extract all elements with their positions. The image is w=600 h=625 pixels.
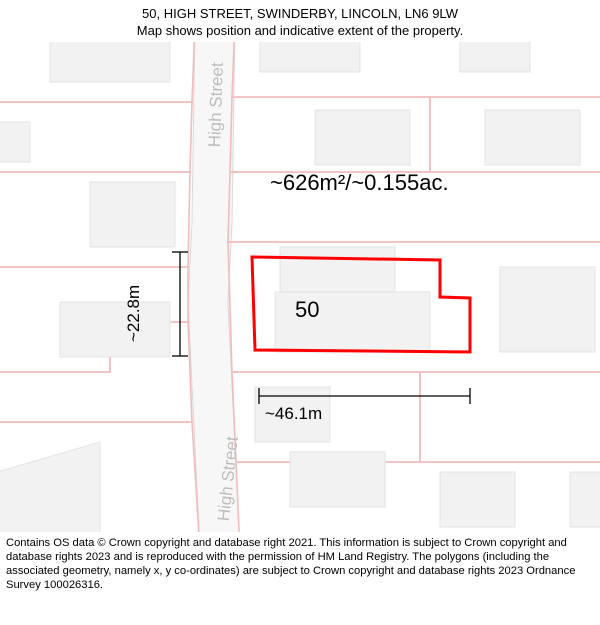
- address-line: 50, HIGH STREET, SWINDERBY, LINCOLN, LN6…: [0, 6, 600, 23]
- height-dimension-label: ~22.8m: [124, 285, 144, 342]
- area-label: ~626m²/~0.155ac.: [270, 170, 449, 196]
- map-canvas: ~626m²/~0.155ac. 50 ~46.1m ~22.8m High S…: [0, 42, 600, 532]
- header: 50, HIGH STREET, SWINDERBY, LINCOLN, LN6…: [0, 0, 600, 40]
- street-name-top: High Street: [205, 62, 228, 148]
- map-svg: [0, 42, 600, 532]
- footer-attribution: Contains OS data © Crown copyright and d…: [6, 536, 594, 592]
- house-number-label: 50: [295, 297, 319, 323]
- width-dimension-label: ~46.1m: [265, 404, 322, 424]
- subtitle-line: Map shows position and indicative extent…: [0, 23, 600, 40]
